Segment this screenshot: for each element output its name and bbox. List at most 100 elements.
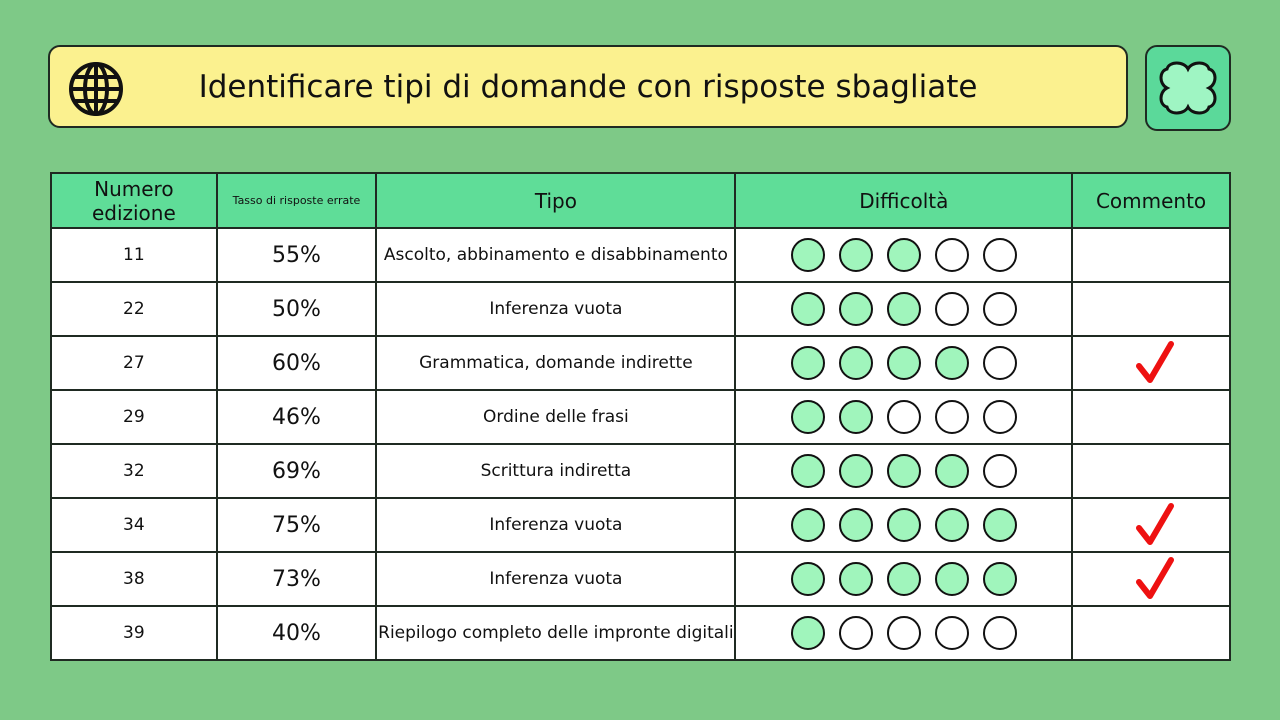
difficulty-dot [982, 346, 1017, 380]
clover-button [1145, 45, 1231, 131]
column-header: Tipo [375, 172, 737, 229]
difficulty-dot [790, 238, 825, 272]
table-row: 29 46% Ordine delle frasi [50, 389, 1231, 445]
difficulty-dot [982, 616, 1017, 650]
difficulty-dot [838, 562, 873, 596]
check-icon [1136, 557, 1175, 599]
clover-icon [1159, 61, 1217, 115]
difficulty-dot [934, 508, 969, 542]
edition-cell: 29 [50, 389, 218, 445]
comment-cell [1071, 389, 1231, 445]
rate-cell: 60% [215, 335, 378, 391]
difficulty-dot [790, 454, 825, 488]
edition-cell: 39 [50, 605, 218, 661]
difficulty-rating [790, 616, 1017, 650]
difficulty-dot [982, 454, 1017, 488]
difficulty-rating [790, 508, 1017, 542]
column-header: Difficoltà [734, 172, 1074, 229]
check-mark [1136, 341, 1175, 383]
table-row: 32 69% Scrittura indiretta [50, 443, 1231, 499]
difficulty-rating [790, 292, 1017, 326]
difficulty-dot [790, 508, 825, 542]
difficulty-dot [934, 238, 969, 272]
difficulty-dot [838, 238, 873, 272]
difficulty-dot [838, 346, 873, 380]
difficulty-cell [734, 281, 1074, 337]
difficulty-dot [982, 400, 1017, 434]
type-cell: Ordine delle frasi [375, 389, 737, 445]
difficulty-dot [982, 238, 1017, 272]
table-row: 34 75% Inferenza vuota [50, 497, 1231, 553]
edition-cell: 11 [50, 227, 218, 283]
rate-cell: 50% [215, 281, 378, 337]
edition-cell: 27 [50, 335, 218, 391]
edition-cell: 38 [50, 551, 218, 607]
difficulty-dot [886, 454, 921, 488]
difficulty-dot [838, 616, 873, 650]
difficulty-dot [886, 238, 921, 272]
rate-cell: 40% [215, 605, 378, 661]
table-row: 38 73% Inferenza vuota [50, 551, 1231, 607]
rate-cell: 46% [215, 389, 378, 445]
type-cell: Grammatica, domande indirette [375, 335, 737, 391]
edition-cell: 32 [50, 443, 218, 499]
rate-cell: 73% [215, 551, 378, 607]
comment-cell [1071, 443, 1231, 499]
column-header: Commento [1071, 172, 1231, 229]
difficulty-dot [838, 400, 873, 434]
difficulty-dot [838, 508, 873, 542]
table-row: 22 50% Inferenza vuota [50, 281, 1231, 337]
difficulty-dot [886, 292, 921, 326]
difficulty-rating [790, 400, 1017, 434]
difficulty-dot [934, 346, 969, 380]
difficulty-dot [886, 508, 921, 542]
difficulty-dot [838, 292, 873, 326]
type-cell: Ascolto, abbinamento e disabbinamento [375, 227, 737, 283]
comment-cell [1071, 227, 1231, 283]
difficulty-dot [886, 616, 921, 650]
type-cell: Scrittura indiretta [375, 443, 737, 499]
type-cell: Inferenza vuota [375, 551, 737, 607]
difficulty-cell [734, 227, 1074, 283]
comment-cell [1071, 497, 1231, 553]
comment-cell [1071, 605, 1231, 661]
difficulty-rating [790, 562, 1017, 596]
rate-cell: 55% [215, 227, 378, 283]
difficulty-dot [934, 562, 969, 596]
comment-cell [1071, 281, 1231, 337]
difficulty-dot [982, 508, 1017, 542]
type-cell: Inferenza vuota [375, 497, 737, 553]
results-table: Numero edizione Tasso di risposte errate T… [50, 172, 1231, 661]
difficulty-cell [734, 389, 1074, 445]
difficulty-dot [790, 292, 825, 326]
edition-cell: 22 [50, 281, 218, 337]
difficulty-rating [790, 346, 1017, 380]
rate-cell: 69% [215, 443, 378, 499]
difficulty-cell [734, 443, 1074, 499]
difficulty-dot [982, 292, 1017, 326]
difficulty-dot [790, 616, 825, 650]
difficulty-dot [886, 346, 921, 380]
table-row: 39 40% Riepilogo completo delle impronte d… [50, 605, 1231, 661]
difficulty-dot [838, 454, 873, 488]
difficulty-dot [790, 562, 825, 596]
difficulty-cell [734, 605, 1074, 661]
edition-cell: 34 [50, 497, 218, 553]
difficulty-cell [734, 497, 1074, 553]
comment-cell [1071, 335, 1231, 391]
difficulty-dot [886, 562, 921, 596]
table-row: 27 60% Grammatica, domande indirette [50, 335, 1231, 391]
comment-cell [1071, 551, 1231, 607]
difficulty-dot [790, 400, 825, 434]
type-cell: Riepilogo completo delle impronte digita… [375, 605, 737, 661]
type-cell: Inferenza vuota [375, 281, 737, 337]
table-body: 11 55% Ascolto, abbinamento e disabbinamen… [50, 227, 1231, 661]
difficulty-rating [790, 238, 1017, 272]
column-header: Numero edizione [50, 172, 218, 229]
title: Identificare tipi di domande con rispost… [198, 68, 978, 105]
check-mark [1136, 503, 1175, 545]
check-icon [1136, 341, 1175, 383]
check-mark [1136, 557, 1175, 599]
difficulty-rating [790, 454, 1017, 488]
